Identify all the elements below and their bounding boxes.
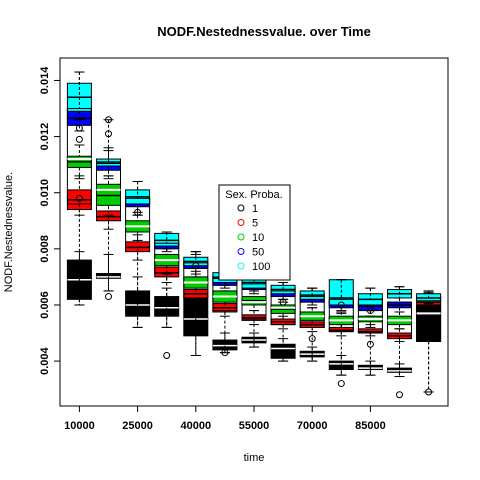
legend-box xyxy=(218,184,291,281)
chart-title: NODF.Nestednessvalue. over Time xyxy=(157,24,371,39)
legend-marker-10 xyxy=(237,233,245,241)
box-all xyxy=(387,301,412,337)
box-group-77500 xyxy=(328,279,354,376)
legend-title: Sex. Proba. xyxy=(225,189,282,201)
box-all xyxy=(328,298,354,333)
outlier-point xyxy=(105,116,112,124)
box-1 xyxy=(154,296,180,317)
outlier-point xyxy=(75,124,83,132)
outlier-point xyxy=(221,349,229,357)
box-group-92500 xyxy=(387,286,412,378)
x-axis-label: time xyxy=(244,452,265,464)
outlier-point xyxy=(425,388,433,396)
x-tick-label: 40000 xyxy=(181,420,212,432)
box-group-32500 xyxy=(154,231,180,328)
x-tick-label: 85000 xyxy=(355,420,386,432)
box-1 xyxy=(125,290,151,317)
outlier-point xyxy=(337,380,345,388)
plot-marks xyxy=(66,71,442,399)
box-group-25000 xyxy=(125,180,151,328)
outlier-point xyxy=(366,307,374,315)
legend-label-10: 10 xyxy=(252,232,264,244)
outlier-point xyxy=(105,130,112,138)
box-group-100000 xyxy=(416,290,442,393)
outlier-point xyxy=(105,293,112,301)
box-group-62500 xyxy=(270,276,296,362)
x-tick-label: 70000 xyxy=(297,420,328,432)
box-group-85000 xyxy=(357,287,383,376)
x-axis: 10000 25000 40000 55000 70000 85000 xyxy=(64,406,386,432)
legend-marker-5 xyxy=(237,219,245,226)
legend-items: 1 5 10 50 100 xyxy=(237,203,270,273)
x-tick-label: 10000 xyxy=(64,420,95,432)
outlier-point xyxy=(192,262,200,270)
x-tick-label: 25000 xyxy=(122,420,153,432)
box-1 xyxy=(416,304,442,342)
legend-label-100: 100 xyxy=(252,261,270,273)
box-group-40000 xyxy=(183,251,209,356)
legend-label-1: 1 xyxy=(252,203,258,215)
box-all xyxy=(66,108,92,205)
box-all xyxy=(154,242,180,274)
box-group-17500 xyxy=(96,119,121,292)
box-all xyxy=(416,304,442,342)
legend-marker-1 xyxy=(237,204,245,212)
outlier-point xyxy=(337,301,345,309)
box-all xyxy=(357,298,383,333)
y-tick-label: 0.012 xyxy=(39,123,51,151)
box-all xyxy=(299,296,325,328)
legend-marker-100 xyxy=(237,262,245,270)
legend: Sex. Proba. 1 5 10 50 100 xyxy=(218,184,291,281)
outlier-point xyxy=(75,194,83,202)
box-group-10000 xyxy=(66,71,92,306)
legend-label-50: 50 xyxy=(252,247,264,259)
outlier-point xyxy=(396,391,403,399)
y-tick-label: 0.006 xyxy=(39,291,51,319)
outlier-point xyxy=(75,135,83,143)
y-tick-label: 0.004 xyxy=(39,346,51,374)
y-axis: 0.004 0.006 0.008 0.010 0.012 0.014 xyxy=(39,66,60,375)
legend-label-5: 5 xyxy=(252,218,258,230)
outlier-point xyxy=(308,335,316,343)
y-axis-label: NODF.Nestednessvalue. xyxy=(3,172,15,292)
outlier-point xyxy=(163,351,171,359)
x-tick-label: 55000 xyxy=(239,420,270,432)
box-group-55000 xyxy=(241,267,267,348)
box-all xyxy=(125,197,151,248)
y-tick-label: 0.014 xyxy=(39,66,51,94)
y-tick-label: 0.010 xyxy=(39,179,51,207)
y-tick-label: 0.008 xyxy=(39,235,51,263)
box-group-70000 xyxy=(299,287,325,362)
outlier-point xyxy=(366,340,374,348)
outlier-point xyxy=(279,298,287,306)
legend-marker-50 xyxy=(237,248,245,255)
outlier-point xyxy=(134,208,142,216)
